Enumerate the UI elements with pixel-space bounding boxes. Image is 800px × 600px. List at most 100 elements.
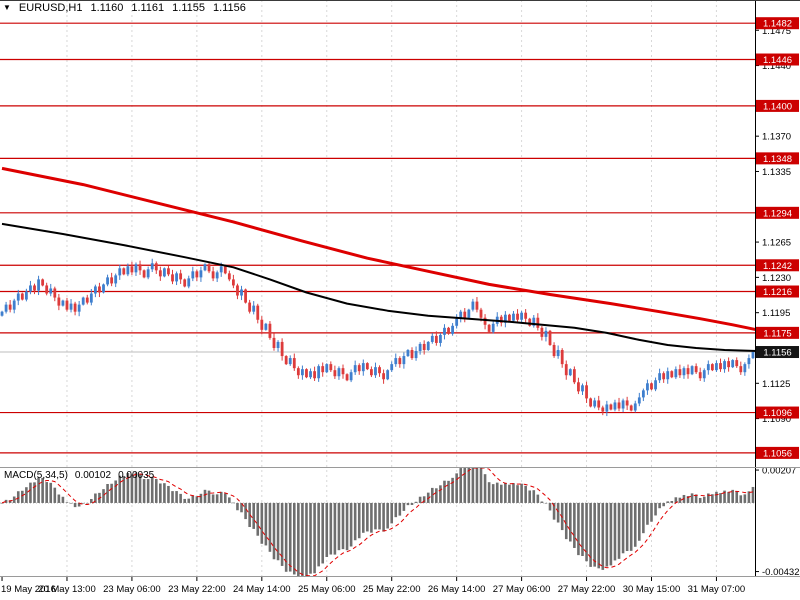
macd-bar [731, 489, 734, 503]
candle-body [85, 297, 89, 303]
candle-body [154, 263, 158, 271]
candle-body [93, 286, 97, 294]
macd-bar [29, 482, 32, 503]
symbol-menu-icon[interactable]: ▼ [3, 3, 11, 12]
candle-body [422, 343, 426, 351]
macd-bar [711, 494, 714, 503]
macd-bar [337, 502, 341, 551]
macd-bar [175, 491, 178, 503]
candle-body [572, 369, 576, 383]
macd-bar [90, 498, 93, 503]
candle-body [296, 368, 300, 376]
price-tick-label: 1.1440 [762, 61, 791, 72]
candle-body [345, 374, 349, 381]
price-axis[interactable]: 1.1475 1.1440 1.1370 1.1335 1.1265 1.1230 1.11… [755, 0, 800, 600]
candle-body [211, 271, 215, 279]
macd-bar [33, 482, 36, 503]
macd-bar [430, 487, 434, 503]
candle-body [625, 400, 629, 406]
candle-body [114, 275, 118, 284]
candle-body [365, 363, 369, 370]
candle-body [264, 323, 268, 330]
macd-bar [674, 497, 678, 503]
candle-body [589, 398, 593, 407]
candle-body [544, 330, 548, 337]
candle-body [276, 341, 280, 348]
macd-bar [487, 482, 491, 503]
candle-body [524, 312, 528, 319]
macd-bar [646, 502, 649, 525]
macd-bar [163, 483, 166, 503]
candle-body [374, 367, 377, 376]
macd-bar [349, 502, 353, 547]
time-tick-label: 27 May 22:00 [558, 584, 616, 595]
candle-body [256, 305, 260, 320]
macd-bar [207, 490, 211, 503]
candle-body [678, 369, 682, 376]
candle-body [564, 364, 568, 376]
macd-bar [662, 502, 665, 507]
macd-bar [187, 498, 191, 503]
macd-bar [633, 502, 637, 547]
time-tick-label: 26 May 14:00 [428, 584, 486, 595]
candle-body [284, 356, 288, 365]
price-tick-label: 1.1230 [762, 273, 791, 284]
level-price-label: 1.1056 [763, 448, 792, 459]
candle-body [508, 314, 511, 321]
candle-body [512, 313, 515, 321]
macd-bar [715, 491, 718, 503]
candle-body [540, 327, 544, 337]
candle-body [747, 358, 751, 365]
macd-bar [25, 487, 28, 503]
macd-bar [345, 502, 349, 551]
candle-body [353, 365, 357, 373]
macd-axis-label: 0.00207 [762, 466, 796, 477]
level-price-badge [756, 99, 799, 112]
macd-bar [272, 502, 276, 560]
candle-body [633, 403, 637, 411]
candle-body [195, 271, 199, 278]
candle-body [654, 380, 657, 390]
candle-body [122, 268, 126, 275]
candle-body [183, 279, 187, 287]
time-tick-label: 19 May 2016 [1, 584, 56, 595]
macd-bar [167, 485, 170, 503]
macd-bar [723, 490, 726, 503]
macd-bar [110, 483, 113, 503]
macd-bar [171, 491, 174, 503]
macd-bar [341, 502, 345, 550]
candle-body [560, 350, 564, 365]
macd-bar [650, 502, 653, 522]
macd-bar [228, 497, 231, 503]
macd-bar [219, 491, 223, 503]
macd-bar [719, 493, 722, 503]
candle-body [682, 368, 686, 376]
level-price-label: 1.1482 [763, 19, 792, 30]
candle-body [24, 291, 28, 300]
macd-bar [528, 490, 532, 503]
candle-body [593, 400, 597, 407]
time-tick-label: 23 May 06:00 [103, 584, 161, 595]
candle-body [735, 360, 739, 367]
candle-body [719, 363, 722, 370]
candle-body [57, 297, 61, 306]
candle-body [698, 372, 702, 379]
candle-body [739, 366, 743, 373]
macd-bar [154, 479, 158, 503]
symbol-label: EURUSD,H1 [18, 2, 83, 14]
candle-body [552, 344, 556, 357]
candle-body [487, 324, 491, 332]
candle-body [662, 373, 666, 380]
candle-body [158, 270, 162, 277]
time-tick-label: 27 May 06:00 [493, 584, 551, 595]
macd-bar [382, 502, 385, 532]
macd-bar [73, 502, 77, 508]
time-tick-label: 31 May 07:00 [688, 584, 746, 595]
macd-bar [138, 474, 142, 503]
candle-body [568, 369, 572, 376]
macd-bar [317, 502, 320, 567]
